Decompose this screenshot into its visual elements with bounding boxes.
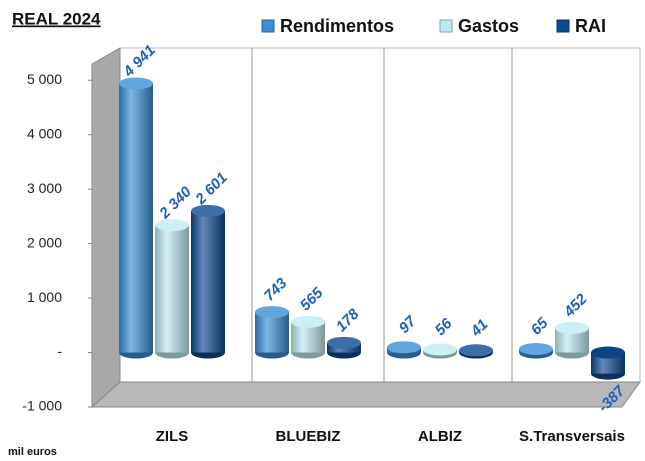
y-tick-label: 4 000 bbox=[27, 125, 62, 141]
bar-cap bbox=[119, 77, 153, 90]
y-tick-label: - bbox=[57, 343, 62, 359]
bar-cap bbox=[387, 341, 421, 354]
bar bbox=[155, 225, 189, 353]
bar bbox=[255, 312, 289, 353]
side-wall bbox=[91, 47, 121, 409]
bar-cap bbox=[255, 306, 289, 319]
legend-label: Gastos bbox=[458, 16, 519, 36]
y-tick-label: 3 000 bbox=[27, 180, 62, 196]
legend-swatch bbox=[261, 19, 275, 33]
y-tick-label: 5 000 bbox=[27, 71, 62, 87]
bar-cap bbox=[555, 321, 589, 334]
x-tick-label: S.Transversais bbox=[519, 428, 625, 445]
x-tick-label: BLUEBIZ bbox=[276, 428, 341, 445]
x-tick-label: ALBIZ bbox=[418, 428, 462, 445]
bar-cap bbox=[459, 344, 493, 357]
legend-label: Rendimentos bbox=[280, 16, 394, 36]
bar-cap bbox=[291, 315, 325, 328]
unit-label: mil euros bbox=[8, 446, 57, 458]
bar-cap bbox=[591, 346, 625, 359]
chart-title: REAL 2024 bbox=[12, 9, 101, 28]
floor bbox=[90, 381, 641, 408]
bar-cap bbox=[423, 343, 457, 356]
legend-label: RAI bbox=[575, 16, 606, 36]
bar-cap bbox=[327, 336, 361, 349]
bar-cap bbox=[155, 219, 189, 232]
y-tick-label: 2 000 bbox=[27, 234, 62, 250]
bar-cap bbox=[191, 204, 225, 217]
bar bbox=[119, 83, 153, 353]
y-tick-label: -1 000 bbox=[22, 398, 62, 414]
x-tick-label: ZILS bbox=[156, 428, 189, 445]
legend-swatch bbox=[556, 19, 570, 33]
bar bbox=[591, 352, 625, 374]
y-tick-label: 1 000 bbox=[27, 289, 62, 305]
bar bbox=[191, 210, 225, 353]
bar-cap bbox=[519, 342, 553, 355]
legend-swatch bbox=[439, 19, 453, 33]
